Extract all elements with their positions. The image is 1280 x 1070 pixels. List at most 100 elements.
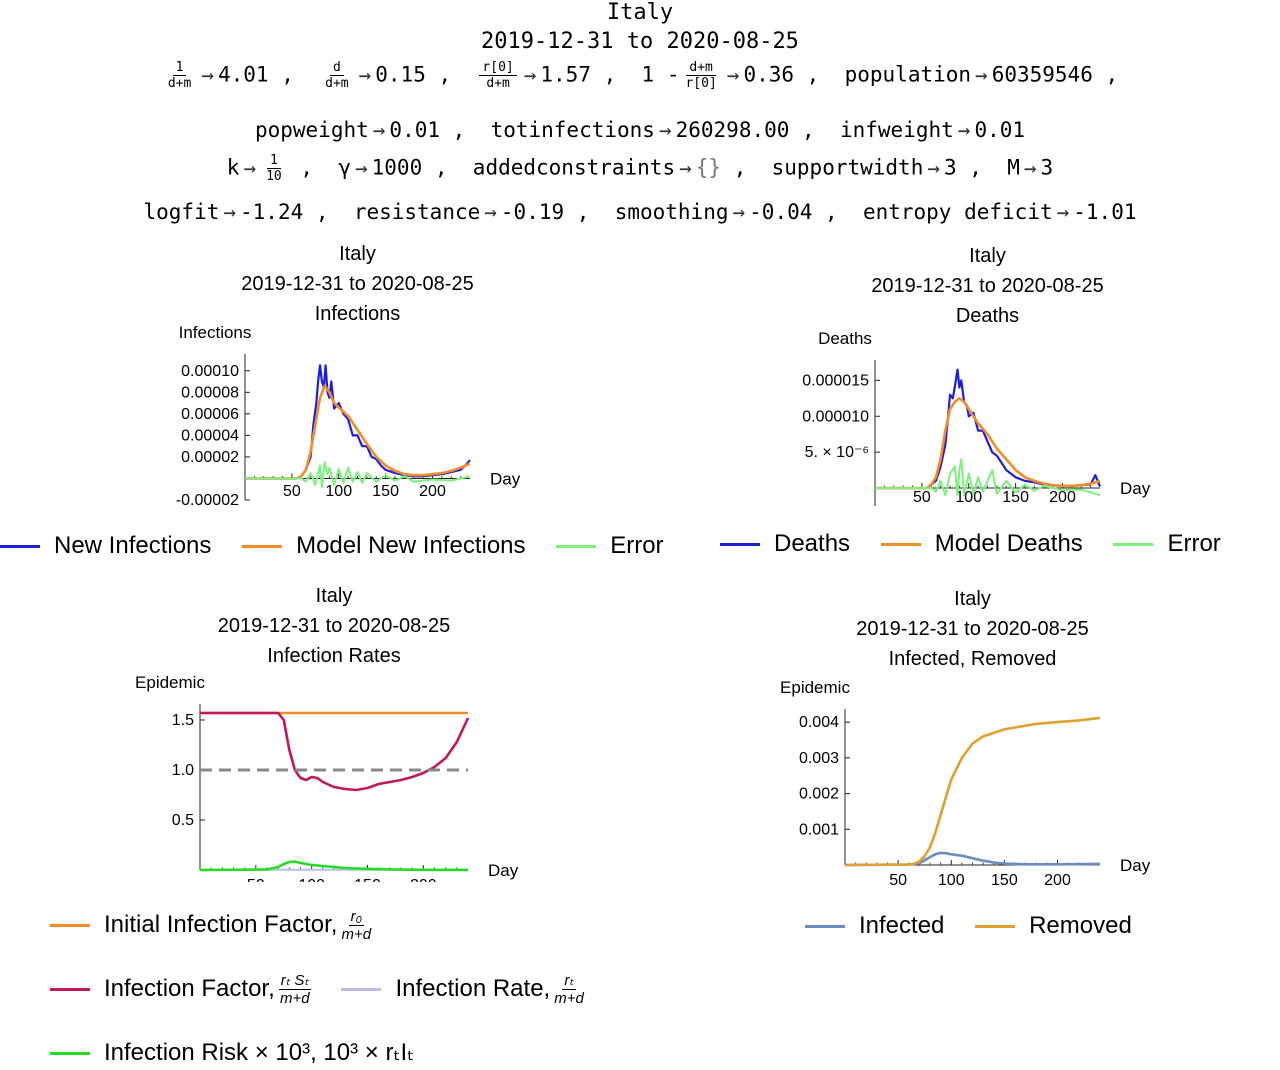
- series-line: [844, 716, 1101, 867]
- chart-title: 2019-12-31 to 2020-08-25: [241, 273, 473, 295]
- infections-legend: New Infections Model New Infections Erro…: [0, 532, 688, 560]
- y-tick-label: 0.001: [799, 821, 839, 838]
- x-tick-label: 100: [955, 489, 982, 506]
- deaths-legend: Deaths Model Deaths Error: [720, 530, 1245, 558]
- param-key: smoothing: [614, 200, 729, 224]
- param-key: infweight: [839, 118, 954, 142]
- y-tick-label: 0.002: [799, 786, 839, 803]
- param-key: supportwidth: [771, 155, 924, 180]
- param-value: 1000: [371, 155, 423, 180]
- y-tick-label: 0.000015: [802, 372, 869, 389]
- chart-title: Deaths: [956, 305, 1019, 327]
- series-line: [245, 384, 471, 480]
- x-tick-label: 100: [325, 483, 352, 500]
- x-tick-label: 150: [372, 483, 399, 500]
- x-tick-label: 100: [298, 877, 325, 882]
- chart-title: Infected, Removed: [889, 648, 1057, 670]
- params-row-2: popweight → 0.01 , totinfections → 260298.00…: [254, 118, 1026, 142]
- series-line: [875, 397, 1101, 490]
- chart-title: Italy: [339, 243, 376, 265]
- legend-item: Model New Infections: [242, 532, 526, 560]
- param-value: -1.01: [1073, 200, 1137, 224]
- legend-item: Error: [556, 532, 664, 560]
- params-row-3: k → 1 10 , γ → 1000 , addedconstraints →{} , s…: [226, 153, 1054, 184]
- legend-item: Deaths: [720, 530, 850, 558]
- x-tick-label: 150: [991, 872, 1018, 885]
- y-tick-label: 0.004: [799, 714, 839, 731]
- fraction: 1 d+m: [167, 60, 192, 91]
- chart-title: Italy: [316, 585, 353, 607]
- legend-item: Removed: [975, 912, 1132, 940]
- params-row-1: 1 d+m → 4.01 , d d+m → 0.15 , r[0] d+m → 1.57 , 1…: [0, 60, 1280, 91]
- y-tick-label: 0.000010: [802, 408, 869, 425]
- x-tick-label: 200: [1044, 872, 1071, 885]
- legend-item: Infected: [805, 912, 944, 940]
- param-key: k: [226, 155, 240, 180]
- x-tick-label: 150: [354, 877, 381, 882]
- y-tick-label: -0.00002: [176, 492, 239, 509]
- chart-title: 2019-12-31 to 2020-08-25: [856, 618, 1088, 640]
- param-value: 4.01: [217, 62, 269, 87]
- x-tick-label: 200: [410, 877, 437, 882]
- fraction: d d+m: [325, 60, 349, 91]
- param-value: 60359546: [991, 62, 1093, 87]
- legend-item: Model Deaths: [880, 530, 1083, 558]
- series-line: [875, 458, 1101, 497]
- ir-legend: Infected Removed: [805, 912, 1156, 940]
- x-tick-label: 50: [913, 489, 931, 506]
- param-key: addedconstraints: [472, 155, 676, 180]
- legend-item: Infection Factor, rₜ Sₜ m+d: [50, 972, 311, 1007]
- chart-title: Italy: [969, 245, 1006, 267]
- series-line: [875, 368, 1102, 490]
- param-value: 0.01: [974, 118, 1026, 142]
- x-tick-label: 100: [938, 872, 965, 885]
- param-value: {}: [695, 155, 722, 180]
- fraction: r[0] d+m: [479, 60, 517, 91]
- y-tick-label: 0.00004: [181, 427, 239, 444]
- param-key: M: [1007, 155, 1020, 180]
- series-line: [245, 364, 471, 480]
- rates-legend-row-2: Infection Factor, rₜ Sₜ m+d Infection Rate…: [50, 972, 608, 1007]
- legend-item: Infection Risk × 10³, 10³ × rₜIₜ: [50, 1038, 414, 1067]
- y-tick-label: 0.00008: [181, 384, 239, 401]
- param-key: resistance: [353, 200, 481, 224]
- fraction: d+m r[0]: [685, 60, 717, 91]
- header-country: Italy: [606, 0, 674, 25]
- y-tick-label: 0.00002: [181, 449, 239, 466]
- series-line: [199, 860, 469, 872]
- param-value: 3: [944, 155, 957, 180]
- fraction: 1 10: [266, 153, 282, 184]
- param-value: 0.01: [389, 118, 440, 142]
- x-axis-label: Day: [1120, 479, 1151, 498]
- series-line: [844, 851, 1101, 867]
- x-axis-label: Day: [488, 861, 519, 880]
- y-tick-label: 0.00010: [181, 363, 239, 380]
- param-prefix: 1 -: [641, 62, 680, 87]
- param-value: -1.24: [240, 200, 304, 224]
- rates-legend-row-1: Initial Infection Factor, r₀ m+d: [50, 908, 395, 943]
- y-tick-label: 0.00006: [181, 406, 239, 423]
- x-tick-label: 150: [1002, 489, 1029, 506]
- legend-item: Infection Rate, rₜ m+d: [341, 972, 584, 1007]
- x-tick-label: 50: [283, 483, 301, 500]
- deaths-chart: Italy 2019-12-31 to 2020-08-25 Deaths Death…: [802, 245, 1151, 506]
- y-tick-label: 0.003: [799, 750, 839, 767]
- y-tick-label: 0.5: [172, 812, 194, 829]
- header-date-range: 2019-12-31 to 2020-08-25: [481, 29, 799, 54]
- params-row-4: logfit → -1.24 , resistance → -0.19 , smooth…: [143, 200, 1137, 224]
- param-key: population: [844, 62, 972, 87]
- param-value: 0.15: [375, 62, 426, 87]
- param-key: γ: [338, 155, 351, 180]
- y-axis-label: Infections: [179, 323, 252, 342]
- legend-item: Initial Infection Factor, r₀ m+d: [50, 908, 371, 943]
- infection-rates-chart: Italy 2019-12-31 to 2020-08-25 Infection R…: [135, 585, 519, 882]
- param-value: 0.36: [743, 62, 795, 87]
- param-value: -0.04: [749, 200, 813, 224]
- param-value: 1.57: [540, 62, 591, 87]
- chart-title: 2019-12-31 to 2020-08-25: [218, 615, 450, 637]
- y-axis-label: Epidemic: [780, 678, 850, 697]
- x-tick-label: 50: [247, 877, 265, 882]
- series-line: [245, 461, 471, 489]
- y-axis-label: Epidemic: [135, 673, 205, 692]
- x-tick-label: 200: [1049, 489, 1076, 506]
